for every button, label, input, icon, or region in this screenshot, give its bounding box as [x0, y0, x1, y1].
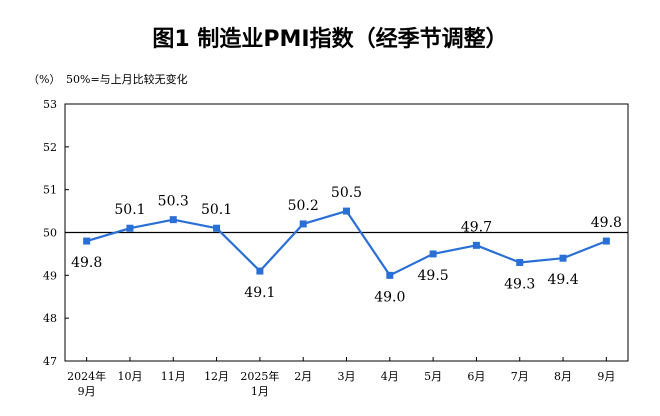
plot-area: 47 48 49 50 51 52 53 2024年 9月 10月 11月 12月 2025年 1月 2月 3…: [43, 98, 629, 398]
x-tick-label-line: 2025年: [240, 369, 279, 383]
data-label: 50.1: [114, 202, 145, 218]
x-tick-label: 2月: [294, 370, 312, 383]
data-point: [169, 216, 177, 224]
x-tick-label-line: 5月: [424, 370, 442, 383]
chart-title: 图1 制造业PMI指数（经季节调整）: [152, 26, 507, 52]
y-tick-label: 48: [43, 312, 57, 325]
x-tick-label-line: 8月: [554, 370, 572, 383]
x-tick-label: 7月: [511, 370, 529, 383]
data-point: [343, 207, 350, 215]
y-tick-label: 53: [43, 98, 57, 111]
x-tick-label: 2025年 1月: [240, 369, 279, 398]
x-tick-label: 12月: [204, 370, 229, 383]
data-point: [83, 237, 91, 245]
x-tick-label-line: 9月: [597, 370, 615, 383]
x-tick-label-line: 4月: [381, 370, 399, 383]
data-point: [516, 258, 524, 266]
data-point: [559, 254, 567, 262]
x-tick-label: 8月: [554, 370, 572, 383]
data-label: 49.8: [71, 255, 102, 271]
x-tick-label: 2024年 9月: [67, 369, 106, 398]
data-point: [386, 271, 394, 279]
x-tick-label-line: 7月: [511, 370, 529, 383]
data-label: 50.3: [158, 194, 189, 210]
x-tick-label-line: 11月: [161, 370, 186, 383]
x-tick-label-line: 6月: [467, 370, 485, 383]
data-label: 49.1: [244, 285, 275, 301]
x-tick-label-line: 1月: [251, 385, 269, 398]
y-tick-label: 52: [43, 141, 57, 154]
y-axis-unit: （%）: [28, 73, 60, 86]
data-point: [126, 224, 134, 232]
series-line: [86, 210, 607, 277]
x-tick-label-line: 2月: [294, 370, 312, 383]
data-point: [256, 267, 264, 275]
data-label: 49.5: [418, 268, 449, 284]
x-tick-label: 6月: [467, 370, 485, 383]
data-label: 50.5: [331, 185, 362, 201]
y-tick-label: 51: [43, 184, 57, 197]
data-point: [429, 250, 437, 258]
data-point: [602, 237, 610, 245]
data-label: 50.1: [201, 202, 232, 218]
data-label: 49.8: [591, 215, 622, 231]
x-tick-label: 10月: [117, 370, 142, 383]
x-tick-label-line: 9月: [78, 385, 96, 398]
x-tick-label: 4月: [381, 370, 399, 383]
data-label: 49.0: [374, 289, 405, 305]
y-tick-label: 50: [43, 227, 57, 240]
reference-annotation: 50%=与上月比较无变化: [66, 72, 188, 86]
y-tick-label: 49: [43, 269, 57, 282]
x-tick-label-line: 2024年: [67, 369, 106, 383]
x-tick-label: 5月: [424, 370, 442, 383]
data-label: 49.7: [461, 219, 492, 235]
x-tick-label-line: 10月: [117, 370, 142, 383]
x-tick-label-line: 12月: [204, 370, 229, 383]
data-point: [213, 224, 221, 232]
data-label: 49.3: [504, 276, 535, 292]
x-tick-label: 3月: [338, 370, 356, 383]
data-point: [299, 220, 307, 228]
x-tick-label: 9月: [597, 370, 615, 383]
data-label: 50.2: [288, 198, 319, 214]
data-point: [472, 241, 480, 249]
x-tick-label-line: 3月: [338, 370, 356, 383]
x-tick-label: 11月: [161, 370, 186, 383]
y-tick-label: 47: [43, 355, 57, 368]
data-label: 49.4: [547, 272, 578, 288]
